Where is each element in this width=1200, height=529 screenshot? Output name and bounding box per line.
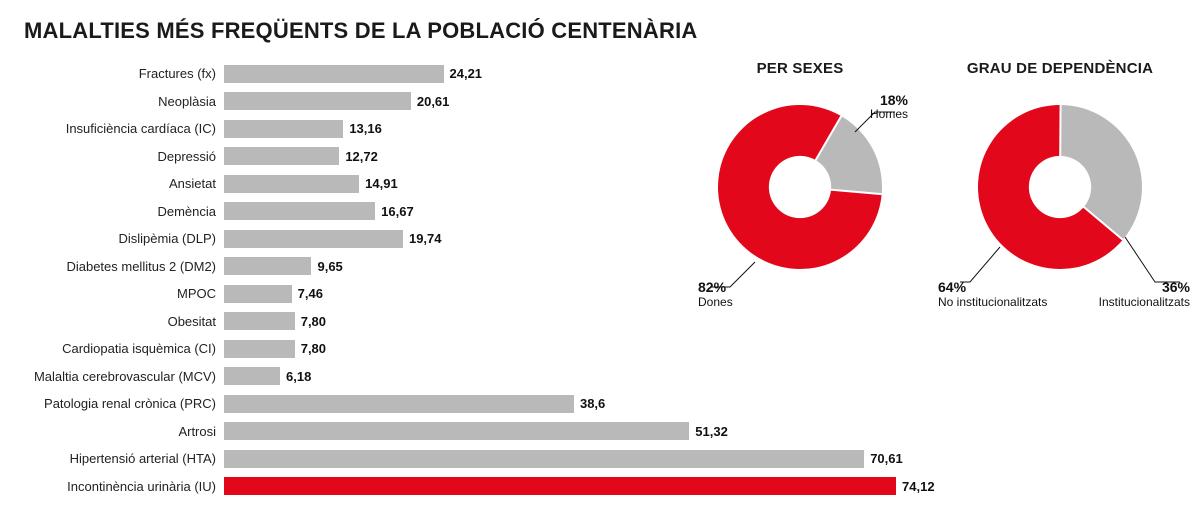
bar-row: Artrosi 51,32 bbox=[24, 418, 904, 446]
bar-category-label: Malaltia cerebrovascular (MCV) bbox=[24, 369, 224, 384]
bar-value-label: 9,65 bbox=[311, 257, 342, 275]
bar-category-label: Neoplàsia bbox=[24, 94, 224, 109]
bar-value-label: 19,74 bbox=[403, 230, 442, 248]
donut-leaders bbox=[940, 77, 1180, 337]
bar-value-label: 70,61 bbox=[864, 450, 903, 468]
bar-category-label: Insuficiència cardíaca (IC) bbox=[24, 121, 224, 136]
bar bbox=[224, 65, 444, 83]
bar bbox=[224, 477, 896, 495]
bar-value-label: 51,32 bbox=[689, 422, 728, 440]
bar-value-label: 7,80 bbox=[295, 312, 326, 330]
bar bbox=[224, 202, 375, 220]
bar bbox=[224, 367, 280, 385]
donut-depend-title: GRAU DE DEPENDÈNCIA bbox=[940, 60, 1180, 77]
bar-category-label: Cardiopatia isquèmica (CI) bbox=[24, 341, 224, 356]
bar-value-label: 14,91 bbox=[359, 175, 398, 193]
bar-value-label: 74,12 bbox=[896, 477, 935, 495]
bar bbox=[224, 450, 864, 468]
donut-sexes-title: PER SEXES bbox=[680, 60, 920, 77]
bar-track: 6,18 bbox=[224, 367, 904, 385]
bar bbox=[224, 257, 311, 275]
donut-sexes: PER SEXES 18% Homes 82% Dones bbox=[680, 60, 920, 327]
bar-category-label: Depressió bbox=[24, 149, 224, 164]
bar-category-label: MPOC bbox=[24, 286, 224, 301]
bar-category-label: Demència bbox=[24, 204, 224, 219]
bar-category-label: Hipertensió arterial (HTA) bbox=[24, 451, 224, 466]
bar bbox=[224, 285, 292, 303]
bar-category-label: Obesitat bbox=[24, 314, 224, 329]
bar-track: 7,80 bbox=[224, 340, 904, 358]
bar bbox=[224, 312, 295, 330]
bar-category-label: Patologia renal crònica (PRC) bbox=[24, 396, 224, 411]
bar-track: 51,32 bbox=[224, 422, 904, 440]
bar-category-label: Fractures (fx) bbox=[24, 66, 224, 81]
bar-value-label: 7,46 bbox=[292, 285, 323, 303]
bar-value-label: 13,16 bbox=[343, 120, 382, 138]
bar-row: Cardiopatia isquèmica (CI) 7,80 bbox=[24, 335, 904, 363]
bar-track: 38,6 bbox=[224, 395, 904, 413]
bar-category-label: Artrosi bbox=[24, 424, 224, 439]
bar-value-label: 16,67 bbox=[375, 202, 414, 220]
donut-dependencia: GRAU DE DEPENDÈNCIA 64% No institucional… bbox=[940, 60, 1180, 327]
bar-category-label: Dislipèmia (DLP) bbox=[24, 231, 224, 246]
bar bbox=[224, 230, 403, 248]
bar-category-label: Diabetes mellitus 2 (DM2) bbox=[24, 259, 224, 274]
bar-row: Malaltia cerebrovascular (MCV) 6,18 bbox=[24, 363, 904, 391]
bar bbox=[224, 395, 574, 413]
bar bbox=[224, 340, 295, 358]
bar-value-label: 7,80 bbox=[295, 340, 326, 358]
bar bbox=[224, 175, 359, 193]
bar-category-label: Ansietat bbox=[24, 176, 224, 191]
bar-row: Incontinència urinària (IU)74,12 bbox=[24, 473, 904, 501]
bar-value-label: 24,21 bbox=[444, 65, 483, 83]
bar-value-label: 6,18 bbox=[280, 367, 311, 385]
page-title: MALALTIES MÉS FREQÜENTS DE LA POBLACIÓ C… bbox=[24, 18, 1176, 44]
bar bbox=[224, 147, 339, 165]
bar-row: Patologia renal crònica (PRC) 38,6 bbox=[24, 390, 904, 418]
bar bbox=[224, 422, 689, 440]
bar-row: Hipertensió arterial (HTA) 70,61 bbox=[24, 445, 904, 473]
donut-leaders bbox=[680, 77, 920, 337]
bar bbox=[224, 120, 343, 138]
bar-track: 74,12 bbox=[224, 477, 904, 495]
bar-category-label: Incontinència urinària (IU) bbox=[24, 479, 224, 494]
bar bbox=[224, 92, 411, 110]
bar-value-label: 38,6 bbox=[574, 395, 605, 413]
bar-value-label: 12,72 bbox=[339, 147, 378, 165]
bar-track: 70,61 bbox=[224, 450, 904, 468]
bar-value-label: 20,61 bbox=[411, 92, 450, 110]
